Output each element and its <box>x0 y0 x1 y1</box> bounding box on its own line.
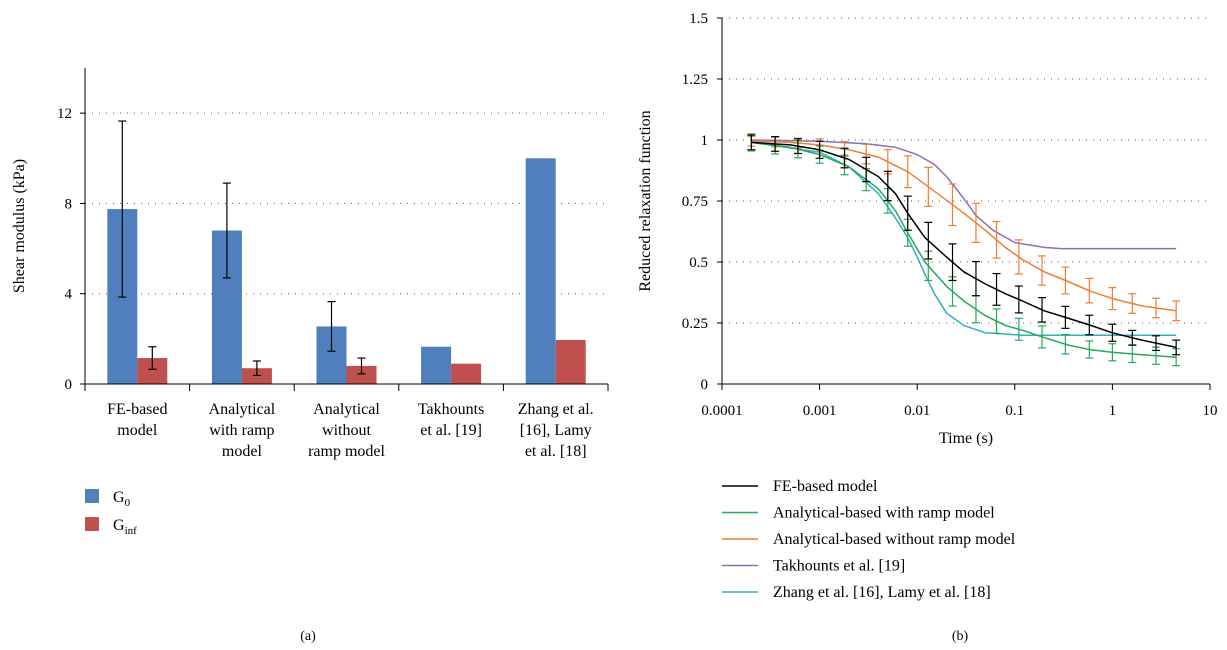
y-tick-label: 1 <box>701 133 709 149</box>
y-tick-label: 8 <box>65 196 73 212</box>
error-bar-g0-2 <box>222 182 231 279</box>
x-tick-label: 10 <box>1203 403 1218 419</box>
category-label-4: Takhounts et al. [19] <box>418 401 484 439</box>
series-line <box>751 141 1177 349</box>
y-tick-label: 4 <box>65 287 73 303</box>
line-chart-y-axis-label: Reduced relaxation function <box>637 110 654 291</box>
y-tick-label: 0 <box>65 377 73 393</box>
legend-label: Takhounts et al. [19] <box>773 558 905 575</box>
y-tick-label: 0 <box>701 377 709 393</box>
bar-ginf-2 <box>241 368 272 384</box>
series-analytical-based-without-ramp-model <box>747 135 1181 322</box>
panel-a-label: (a) <box>300 629 316 644</box>
series-line <box>751 141 1177 358</box>
bar-g0-4 <box>421 346 452 384</box>
legend-item-fe-based-model: FE-based model <box>722 478 878 495</box>
line-chart-panel: 0 0.25 0.5 0.75 1 1.25 1.5 0.0001 0.001 0.01 0.1 1… <box>637 11 1218 644</box>
category-label-3: Analytical without ramp model <box>308 401 385 460</box>
bar-chart-category-labels: FE-based model Analytical with ramp model Ana… <box>84 384 609 460</box>
legend-item-analytical-based-without-ramp-model: Analytical-based without ramp model <box>722 531 1016 548</box>
panel-b-label: (b) <box>952 629 969 644</box>
line-chart-series <box>747 133 1181 367</box>
error-bar-ginf-2 <box>252 360 261 377</box>
error-bar <box>747 134 756 151</box>
category-label-1: FE-based model <box>107 401 167 439</box>
error-bar-g0-3 <box>327 301 336 352</box>
x-tick-label: 0.0001 <box>701 403 742 419</box>
legend-label: FE-based model <box>773 478 878 495</box>
bar-chart-y-axis-label: Shear modulus (kPa) <box>11 159 28 293</box>
bar-ginf-5 <box>555 339 586 384</box>
y-tick-label: 0.75 <box>682 194 708 210</box>
category-label-5: Zhang et al. [16], Lamy et al. [18] <box>518 401 594 460</box>
series-fe-based-model <box>747 134 1181 356</box>
bar-chart-y-ticks: 0 4 8 12 <box>57 106 85 393</box>
legend-label: Zhang et al. [16], Lamy et al. [18] <box>773 584 991 601</box>
line-chart-x-ticks: 0.0001 0.001 0.01 0.1 1 10 <box>701 384 1218 419</box>
legend-label-g0: G0 <box>113 489 131 509</box>
series-line <box>751 139 1177 250</box>
error-bar-ginf-1 <box>148 346 157 370</box>
series-analytical-based-with-ramp-model <box>747 133 1181 367</box>
y-tick-label: 0.5 <box>689 255 708 271</box>
legend-swatch-ginf <box>85 517 99 531</box>
bar-chart-bars <box>107 158 586 384</box>
series-takhounts-et-al-19 <box>751 139 1177 250</box>
legend-label-ginf: Ginf <box>113 517 137 537</box>
legend-label: Analytical-based without ramp model <box>773 531 1016 548</box>
bar-g0-5 <box>525 158 556 384</box>
error-bar-g0-1 <box>118 120 127 298</box>
x-tick-label: 0.001 <box>803 403 837 419</box>
bar-ginf-3 <box>346 365 377 384</box>
x-tick-label: 0.01 <box>904 403 930 419</box>
y-tick-label: 1.5 <box>689 11 708 27</box>
category-label-2: Analytical with ramp model <box>209 401 276 460</box>
bar-chart-panel: 0 4 8 12 FE-based model Analytical with ramp mo… <box>11 68 609 644</box>
line-chart-x-axis-label: Time (s) <box>939 430 993 447</box>
x-tick-label: 1 <box>1109 403 1117 419</box>
y-tick-label: 0.25 <box>682 316 708 332</box>
series-line <box>751 140 1177 312</box>
series-zhang-et-al-16-lamy-et-al-18 <box>751 141 1177 336</box>
legend-item-analytical-based-with-ramp-model: Analytical-based with ramp model <box>722 505 995 522</box>
line-chart-legend: FE-based model Analytical-based with ramp… <box>722 478 1016 601</box>
legend-swatch-g0 <box>85 489 99 503</box>
bar-chart-legend: G0 Ginf <box>85 489 137 537</box>
series-line <box>751 141 1177 336</box>
legend-item-takhounts-et-al-19: Takhounts et al. [19] <box>722 558 905 575</box>
y-tick-label: 1.25 <box>682 72 708 88</box>
bar-ginf-4 <box>451 363 482 384</box>
legend-label: Analytical-based with ramp model <box>773 505 995 522</box>
y-tick-label: 12 <box>57 106 72 122</box>
x-tick-label: 0.1 <box>1005 403 1024 419</box>
line-chart-y-ticks: 0 0.25 0.5 0.75 1 1.25 1.5 <box>682 11 722 393</box>
line-chart-gridlines <box>722 17 1210 324</box>
error-bar-ginf-3 <box>357 357 366 375</box>
bar-chart-error-bars <box>118 120 366 377</box>
legend-item-zhang-et-al-16-lamy-et-al-18: Zhang et al. [16], Lamy et al. [18] <box>722 584 991 601</box>
